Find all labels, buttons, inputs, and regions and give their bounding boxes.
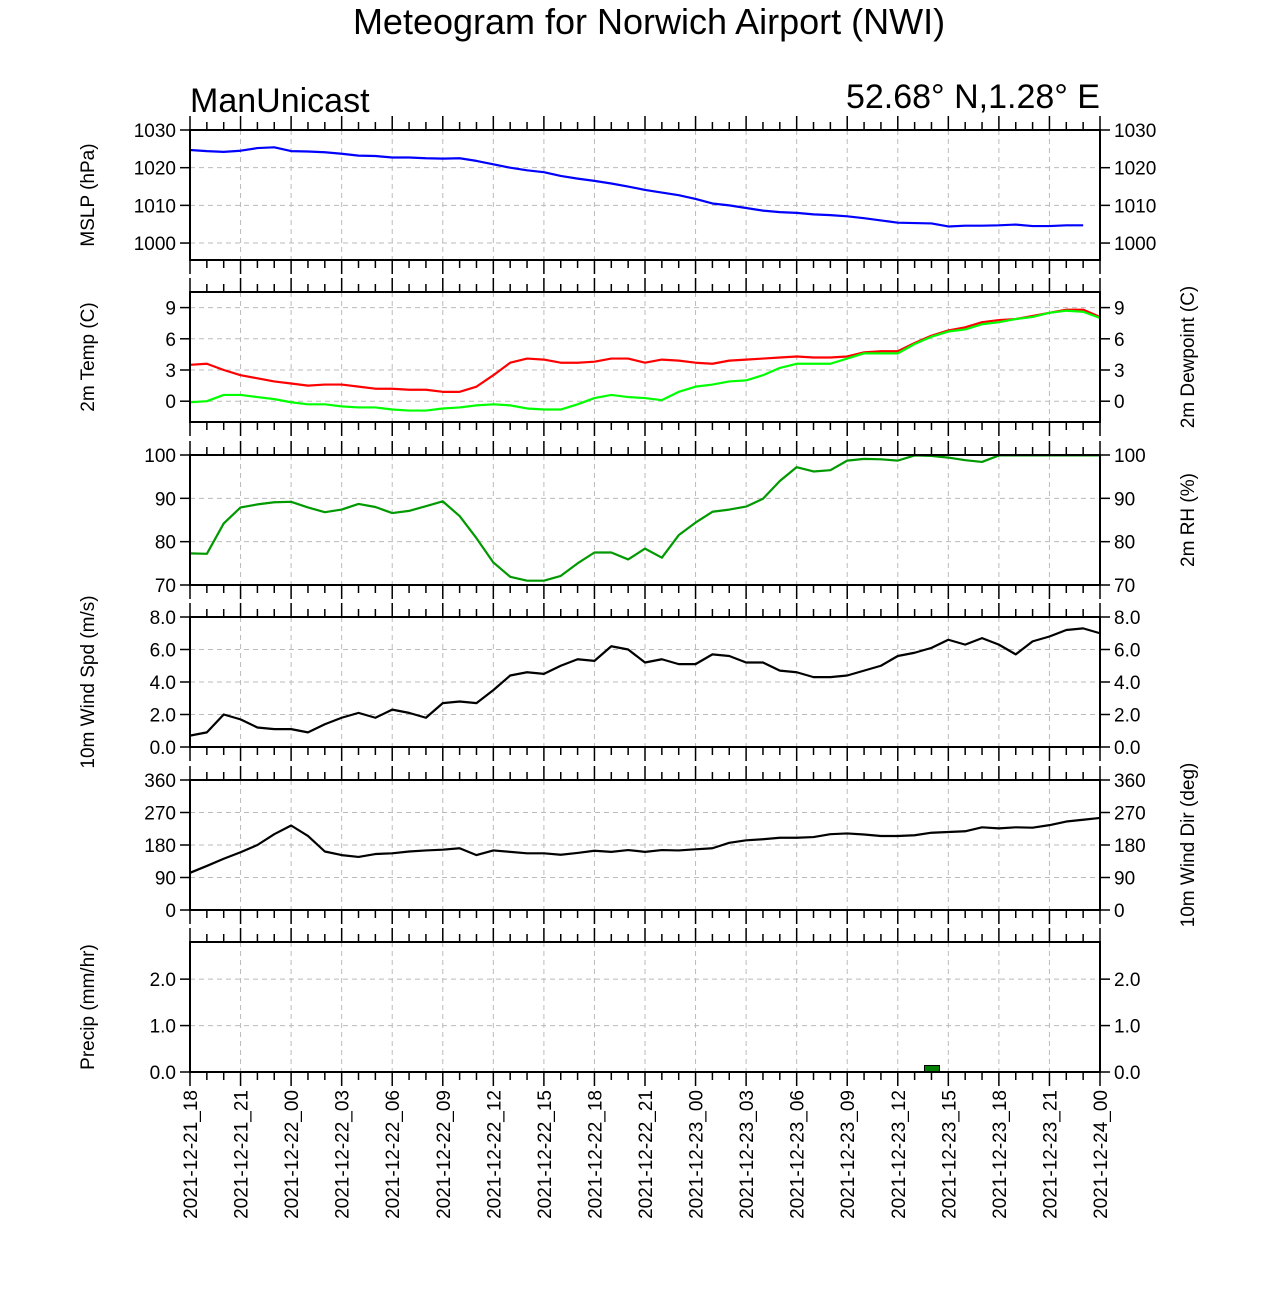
series-line-rh bbox=[189, 454, 1100, 582]
y-tick-label-left: 4.0 bbox=[150, 673, 176, 694]
y-tick-label-right: 4.0 bbox=[1114, 673, 1140, 694]
y-tick-label-right: 9 bbox=[1114, 299, 1125, 320]
y-tick-label-left: 3 bbox=[165, 361, 176, 382]
x-tick-label: 2021-12-22_06 bbox=[383, 1090, 404, 1219]
x-axis-labels: 2021-12-21_18 2021-12-21_21 2021-12-22_00 2… bbox=[181, 1090, 1112, 1219]
x-tick-label: 2021-12-22_18 bbox=[585, 1090, 606, 1219]
y-tick-label-left: 2.0 bbox=[150, 970, 176, 991]
series-line-wspd bbox=[189, 627, 1101, 737]
y-tick-label-left: 270 bbox=[144, 804, 176, 825]
chart-title: Meteogram for Norwich Airport (NWI) bbox=[353, 1, 945, 42]
y-tick-label-left: 70 bbox=[155, 576, 176, 597]
panel-precip: 0.0 0.0 1.0 1.0 2.0 2.0 Precip (mm/hr) bbox=[78, 928, 1140, 1086]
x-tick-label: 2021-12-23_09 bbox=[838, 1090, 859, 1219]
panel-frame bbox=[189, 291, 1101, 423]
y-tick-label-left: 180 bbox=[144, 836, 176, 857]
y-tick-label-right: 70 bbox=[1114, 576, 1135, 597]
x-tick-label: 2021-12-21_18 bbox=[181, 1090, 202, 1219]
y-tick-label-right: 270 bbox=[1114, 804, 1146, 825]
y-tick-label-right: 1020 bbox=[1114, 159, 1156, 180]
y-tick-label-right: 180 bbox=[1114, 836, 1146, 857]
x-tick-label: 2021-12-23_06 bbox=[788, 1090, 809, 1219]
y-axis-label-right: 2m Dewpoint (C) bbox=[1178, 286, 1199, 429]
x-tick-label: 2021-12-22_15 bbox=[535, 1090, 556, 1219]
panel-wdir: 0 0 90 90 180 180 270 270 360 360 10m Wind Dir (de… bbox=[144, 763, 1199, 928]
y-axis-label-left: 2m Temp (C) bbox=[78, 302, 99, 411]
x-tick-label: 2021-12-22_21 bbox=[636, 1090, 657, 1219]
y-tick-label-left: 0.0 bbox=[150, 738, 176, 759]
y-tick-label-right: 0 bbox=[1114, 392, 1125, 413]
y-tick-label-left: 6.0 bbox=[150, 641, 176, 662]
y-tick-label-left: 1.0 bbox=[150, 1017, 176, 1038]
y-tick-label-left: 90 bbox=[155, 869, 176, 890]
y-tick-label-right: 6.0 bbox=[1114, 641, 1140, 662]
y-tick-label-right: 360 bbox=[1114, 771, 1146, 792]
y-tick-label-right: 8.0 bbox=[1114, 608, 1140, 629]
y-tick-label-right: 0 bbox=[1114, 901, 1125, 922]
y-axis-label-left: Precip (mm/hr) bbox=[78, 944, 99, 1070]
series-line-temp bbox=[189, 309, 1101, 412]
y-tick-label-left: 6 bbox=[165, 330, 176, 351]
panel-temp: 0 0 3 3 6 6 9 9 2m Temp (C) 2m Dewpoint (C) bbox=[78, 278, 1199, 436]
y-tick-label-left: 0 bbox=[165, 392, 176, 413]
y-tick-label-right: 90 bbox=[1114, 489, 1135, 510]
x-tick-label: 2021-12-23_18 bbox=[990, 1090, 1011, 1219]
panel-rh: 70 70 80 80 90 90 100 100 2m RH (%) bbox=[144, 441, 1199, 599]
x-tick-label: 2021-12-22_00 bbox=[282, 1090, 303, 1219]
y-tick-label-right: 2.0 bbox=[1114, 970, 1140, 991]
panel-frame bbox=[189, 129, 1101, 261]
y-tick-label-right: 2.0 bbox=[1114, 706, 1140, 727]
y-tick-label-left: 0 bbox=[165, 901, 176, 922]
y-tick-label-left: 8.0 bbox=[150, 608, 176, 629]
y-tick-label-right: 6 bbox=[1114, 330, 1125, 351]
x-tick-label: 2021-12-22_12 bbox=[484, 1090, 505, 1219]
series-line-wdir bbox=[189, 816, 1101, 874]
y-tick-label-left: 1030 bbox=[134, 121, 176, 142]
series-line-mslp bbox=[189, 146, 1084, 228]
x-tick-label: 2021-12-23_15 bbox=[939, 1090, 960, 1219]
y-tick-label-right: 100 bbox=[1114, 446, 1146, 467]
panel-frame bbox=[189, 616, 1101, 748]
y-tick-label-left: 100 bbox=[144, 446, 176, 467]
y-tick-label-left: 1020 bbox=[134, 159, 176, 180]
y-tick-label-left: 80 bbox=[155, 533, 176, 554]
x-tick-label: 2021-12-23_03 bbox=[737, 1090, 758, 1219]
x-tick-label: 2021-12-22_03 bbox=[333, 1090, 354, 1219]
x-tick-label: 2021-12-21_21 bbox=[232, 1090, 253, 1219]
y-tick-label-left: 1010 bbox=[134, 196, 176, 217]
y-tick-label-right: 0.0 bbox=[1114, 1063, 1140, 1084]
y-tick-label-right: 1030 bbox=[1114, 121, 1156, 142]
panel-wspd: 0.0 0.0 2.0 2.0 4.0 4.0 6.0 6.0 8.0 8.0 10m Wind S… bbox=[78, 595, 1140, 768]
y-tick-label-right: 1.0 bbox=[1114, 1017, 1140, 1038]
y-tick-label-left: 90 bbox=[155, 489, 176, 510]
x-tick-label: 2021-12-22_09 bbox=[434, 1090, 455, 1219]
y-axis-label-left: 10m Wind Spd (m/s) bbox=[78, 595, 99, 768]
x-tick-label: 2021-12-23_21 bbox=[1040, 1090, 1061, 1219]
x-tick-label: 2021-12-23_00 bbox=[687, 1090, 708, 1219]
y-tick-label-left: 9 bbox=[165, 299, 176, 320]
panel-frame bbox=[189, 941, 1101, 1073]
y-tick-label-right: 1000 bbox=[1114, 234, 1156, 255]
y-axis-label-right: 2m RH (%) bbox=[1178, 473, 1199, 567]
y-tick-label-right: 0.0 bbox=[1114, 738, 1140, 759]
panel-frame bbox=[189, 454, 1101, 586]
y-tick-label-left: 2.0 bbox=[150, 706, 176, 727]
y-tick-label-right: 80 bbox=[1114, 533, 1135, 554]
x-tick-label: 2021-12-23_12 bbox=[889, 1090, 910, 1219]
y-axis-label-right: 10m Wind Dir (deg) bbox=[1178, 763, 1199, 928]
y-axis-label-left: MSLP (hPa) bbox=[78, 143, 99, 246]
y-tick-label-left: 0.0 bbox=[150, 1063, 176, 1084]
model-label: ManUnicast bbox=[190, 82, 370, 120]
panel-frame bbox=[189, 779, 1101, 911]
panel-mslp: 1000 1000 1010 1010 1020 1020 1030 1030 MSLP (hP… bbox=[78, 116, 1156, 274]
y-tick-label-left: 1000 bbox=[134, 234, 176, 255]
y-tick-label-right: 90 bbox=[1114, 869, 1135, 890]
location-label: 52.68° N,1.28° E bbox=[846, 78, 1100, 116]
y-tick-label-left: 360 bbox=[144, 771, 176, 792]
y-tick-label-right: 1010 bbox=[1114, 196, 1156, 217]
y-tick-label-right: 3 bbox=[1114, 361, 1125, 382]
x-tick-label: 2021-12-24_00 bbox=[1091, 1090, 1112, 1219]
